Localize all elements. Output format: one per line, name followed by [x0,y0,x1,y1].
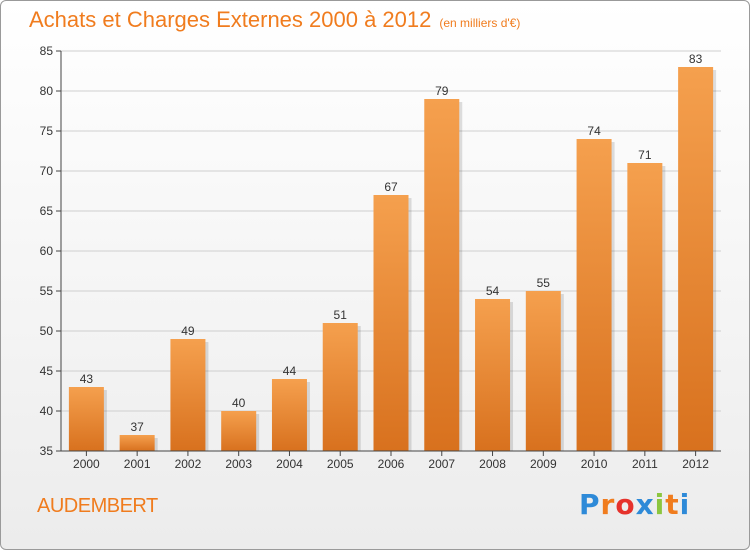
logo-letter: i [679,488,691,521]
bar [322,323,358,451]
data-label: 55 [537,276,551,290]
bar [678,67,714,451]
y-tick-label: 50 [40,324,54,338]
logo-letter: r [600,488,616,521]
x-tick-label: 2011 [632,457,658,471]
data-label: 44 [283,364,297,378]
data-label: 43 [80,372,94,386]
bar [525,291,561,451]
proxiti-logo[interactable]: Proxiti [579,488,690,521]
y-tick-label: 45 [40,364,54,378]
data-label: 79 [435,84,449,98]
x-tick-label: 2012 [682,457,709,471]
y-tick-label: 60 [40,244,54,258]
bar [221,411,257,451]
y-tick-label: 35 [40,444,54,458]
data-label: 51 [334,308,348,322]
data-label: 83 [689,52,703,66]
x-tick-label: 2001 [124,457,151,471]
x-tick-label: 2007 [428,457,455,471]
data-label: 49 [181,324,195,338]
bar [424,99,460,451]
y-tick-label: 65 [40,204,54,218]
x-tick-label: 2005 [327,457,354,471]
chart-subtitle: (en milliers d'€) [439,16,521,30]
chart-title: Achats et Charges Externes 2000 à 2012 [29,7,432,32]
data-label: 71 [638,148,652,162]
logo-letter: x [635,488,655,521]
x-tick-label: 2002 [175,457,202,471]
y-tick-label: 85 [40,44,54,58]
title-row: Achats et Charges Externes 2000 à 2012 (e… [29,7,520,33]
x-tick-label: 2000 [73,457,100,471]
place-name: AUDEMBERT [37,495,158,517]
y-tick-label: 70 [40,164,54,178]
bar [68,387,104,451]
data-label: 67 [384,180,398,194]
logo-letter: P [579,488,601,521]
data-label: 37 [130,420,144,434]
bar [271,379,307,451]
x-tick-label: 2010 [581,457,608,471]
logo-letter: o [615,488,636,521]
logo-letter: i [654,488,666,521]
x-tick-label: 2006 [378,457,405,471]
bar [475,299,511,451]
x-tick-label: 2008 [479,457,506,471]
data-label: 54 [486,284,500,298]
logo-letter: t [665,488,680,521]
x-tick-label: 2003 [225,457,252,471]
bar [627,163,663,451]
y-tick-label: 80 [40,84,54,98]
bar [170,339,206,451]
data-label: 40 [232,396,246,410]
bar [576,139,612,451]
bar [373,195,409,451]
data-label: 74 [587,124,601,138]
y-tick-label: 40 [40,404,54,418]
y-tick-label: 55 [40,284,54,298]
y-tick-label: 75 [40,124,54,138]
x-tick-label: 2009 [530,457,557,471]
x-tick-label: 2004 [276,457,303,471]
bar [119,435,155,451]
